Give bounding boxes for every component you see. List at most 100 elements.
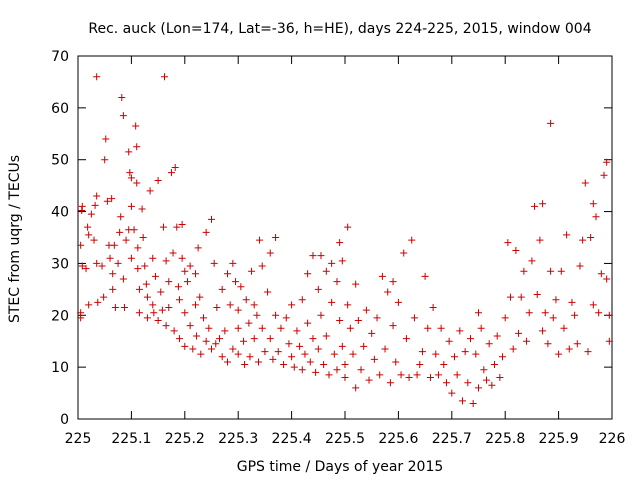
data-point [488, 381, 496, 389]
data-point [77, 309, 85, 317]
data-point [165, 304, 173, 312]
data-point [344, 223, 352, 231]
data-point [314, 345, 322, 353]
y-axis-ticks: 0 10 20 30 40 50 60 70 [51, 49, 612, 428]
data-point [499, 353, 507, 361]
data-point [584, 348, 592, 356]
data-point [258, 262, 266, 270]
data-point [333, 366, 341, 374]
data-point [461, 348, 469, 356]
data-point [579, 236, 587, 244]
data-point [440, 361, 448, 369]
data-point [266, 249, 274, 257]
data-point [175, 335, 183, 343]
data-point [149, 254, 157, 262]
data-point [256, 236, 264, 244]
x-tick-label: 225.4 [272, 431, 312, 447]
data-point [285, 340, 293, 348]
data-point [408, 236, 416, 244]
data-point [483, 376, 491, 384]
data-point [349, 350, 357, 358]
data-point [536, 236, 544, 244]
data-point [119, 275, 127, 283]
data-point [134, 244, 142, 252]
data-point [269, 355, 277, 363]
data-point [496, 374, 504, 382]
data-point [475, 384, 482, 392]
data-point [341, 361, 349, 369]
x-tick-label: 225.2 [165, 431, 205, 447]
data-point [199, 314, 207, 322]
data-point [161, 73, 169, 81]
data-point [253, 311, 261, 319]
data-point [122, 236, 130, 244]
data-point [109, 270, 117, 278]
data-point [472, 350, 480, 358]
data-point [501, 314, 509, 322]
data-point [413, 371, 421, 379]
data-point [437, 324, 445, 332]
data-point [109, 285, 117, 293]
data-point [557, 267, 565, 275]
data-point [416, 361, 424, 369]
data-point [181, 342, 189, 350]
data-point [298, 366, 306, 374]
data-point [304, 270, 312, 278]
data-point [418, 348, 426, 356]
data-point [386, 379, 394, 387]
data-point [378, 272, 386, 280]
data-point [186, 262, 194, 270]
data-point [563, 231, 571, 239]
data-point [272, 311, 280, 319]
data-point [549, 314, 557, 322]
data-point [78, 202, 86, 210]
data-point [304, 319, 312, 327]
data-point [432, 350, 440, 358]
data-point [132, 122, 140, 130]
data-point [114, 259, 122, 267]
data-point [250, 301, 258, 309]
data-point [100, 293, 108, 301]
data-point [189, 345, 197, 353]
data-point [525, 309, 533, 317]
data-point [504, 239, 512, 247]
data-point [491, 361, 499, 369]
data-point [194, 244, 202, 252]
data-point [397, 371, 405, 379]
data-point [346, 324, 354, 332]
data-point [141, 262, 149, 270]
y-tick-label: 40 [51, 205, 69, 221]
data-point [127, 202, 135, 210]
data-point [322, 332, 330, 340]
data-point [357, 366, 365, 374]
data-point [181, 309, 189, 317]
data-point [306, 358, 314, 366]
data-point [133, 179, 141, 187]
x-tick-label: 225.5 [325, 431, 365, 447]
data-point [234, 306, 242, 314]
data-point [352, 384, 360, 392]
data-point [151, 272, 159, 280]
data-point [134, 265, 142, 273]
data-point [421, 272, 429, 280]
data-point [434, 371, 442, 379]
data-point [202, 337, 210, 345]
data-point [229, 345, 237, 353]
data-point [240, 337, 248, 345]
data-point [90, 236, 98, 244]
data-point [143, 293, 151, 301]
data-point [565, 345, 573, 353]
data-point [157, 288, 165, 296]
data-point [169, 249, 177, 257]
data-point [138, 205, 146, 213]
data-point [587, 234, 595, 241]
data-point [317, 252, 325, 260]
data-point [450, 353, 458, 361]
data-point [183, 278, 191, 286]
data-point [191, 301, 199, 309]
data-point [149, 301, 157, 309]
data-point [528, 257, 536, 265]
data-point [266, 335, 274, 343]
data-point [381, 345, 389, 353]
